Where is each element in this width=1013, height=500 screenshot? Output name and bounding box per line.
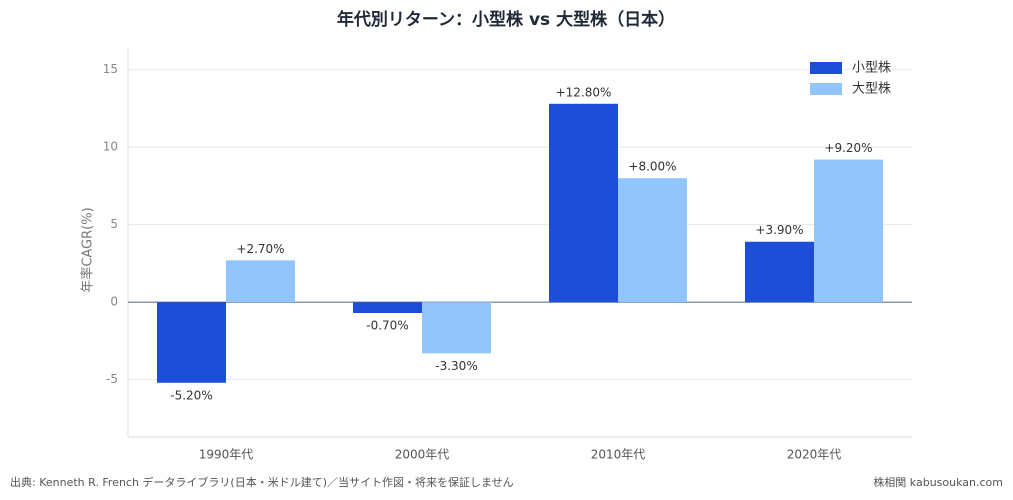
legend-swatch bbox=[810, 62, 842, 74]
x-tick-label: 2010年代 bbox=[591, 448, 646, 462]
y-tick-label: 0 bbox=[110, 295, 118, 309]
credit: 株相関 kabusoukan.com bbox=[873, 475, 1003, 489]
bar bbox=[618, 178, 687, 303]
source-note: 出典: Kenneth R. French データライブラリ(日本・米ドル建て)… bbox=[10, 475, 514, 489]
bar bbox=[745, 241, 814, 303]
bar bbox=[353, 302, 422, 314]
value-label: +12.80% bbox=[556, 85, 612, 99]
value-label: +3.90% bbox=[755, 223, 803, 237]
bar bbox=[814, 159, 883, 303]
value-label: -3.30% bbox=[435, 359, 477, 373]
bar bbox=[226, 260, 295, 303]
x-tick-label: 2000年代 bbox=[395, 448, 450, 462]
y-axis-label: 年率CAGR(%) bbox=[80, 207, 96, 292]
y-tick-label: -5 bbox=[106, 372, 118, 386]
y-tick-label: 10 bbox=[103, 140, 118, 154]
y-tick-label: 5 bbox=[110, 217, 118, 231]
value-label: -0.70% bbox=[366, 319, 408, 333]
value-label: +2.70% bbox=[236, 242, 284, 256]
bar bbox=[157, 302, 226, 383]
legend-label: 小型株 bbox=[852, 61, 891, 76]
chart-title: 年代別リターン：小型株 vs 大型株（日本） bbox=[337, 9, 675, 30]
legend-swatch bbox=[810, 83, 842, 95]
value-label: +9.20% bbox=[824, 141, 872, 155]
value-label: +8.00% bbox=[628, 160, 676, 174]
value-label: -5.20% bbox=[170, 388, 212, 402]
x-tick-label: 2020年代 bbox=[787, 448, 842, 462]
y-tick-label: 15 bbox=[103, 62, 118, 76]
bar bbox=[422, 302, 491, 354]
legend-label: 大型株 bbox=[852, 82, 891, 97]
bar bbox=[549, 103, 618, 303]
x-tick-label: 1990年代 bbox=[199, 448, 254, 462]
